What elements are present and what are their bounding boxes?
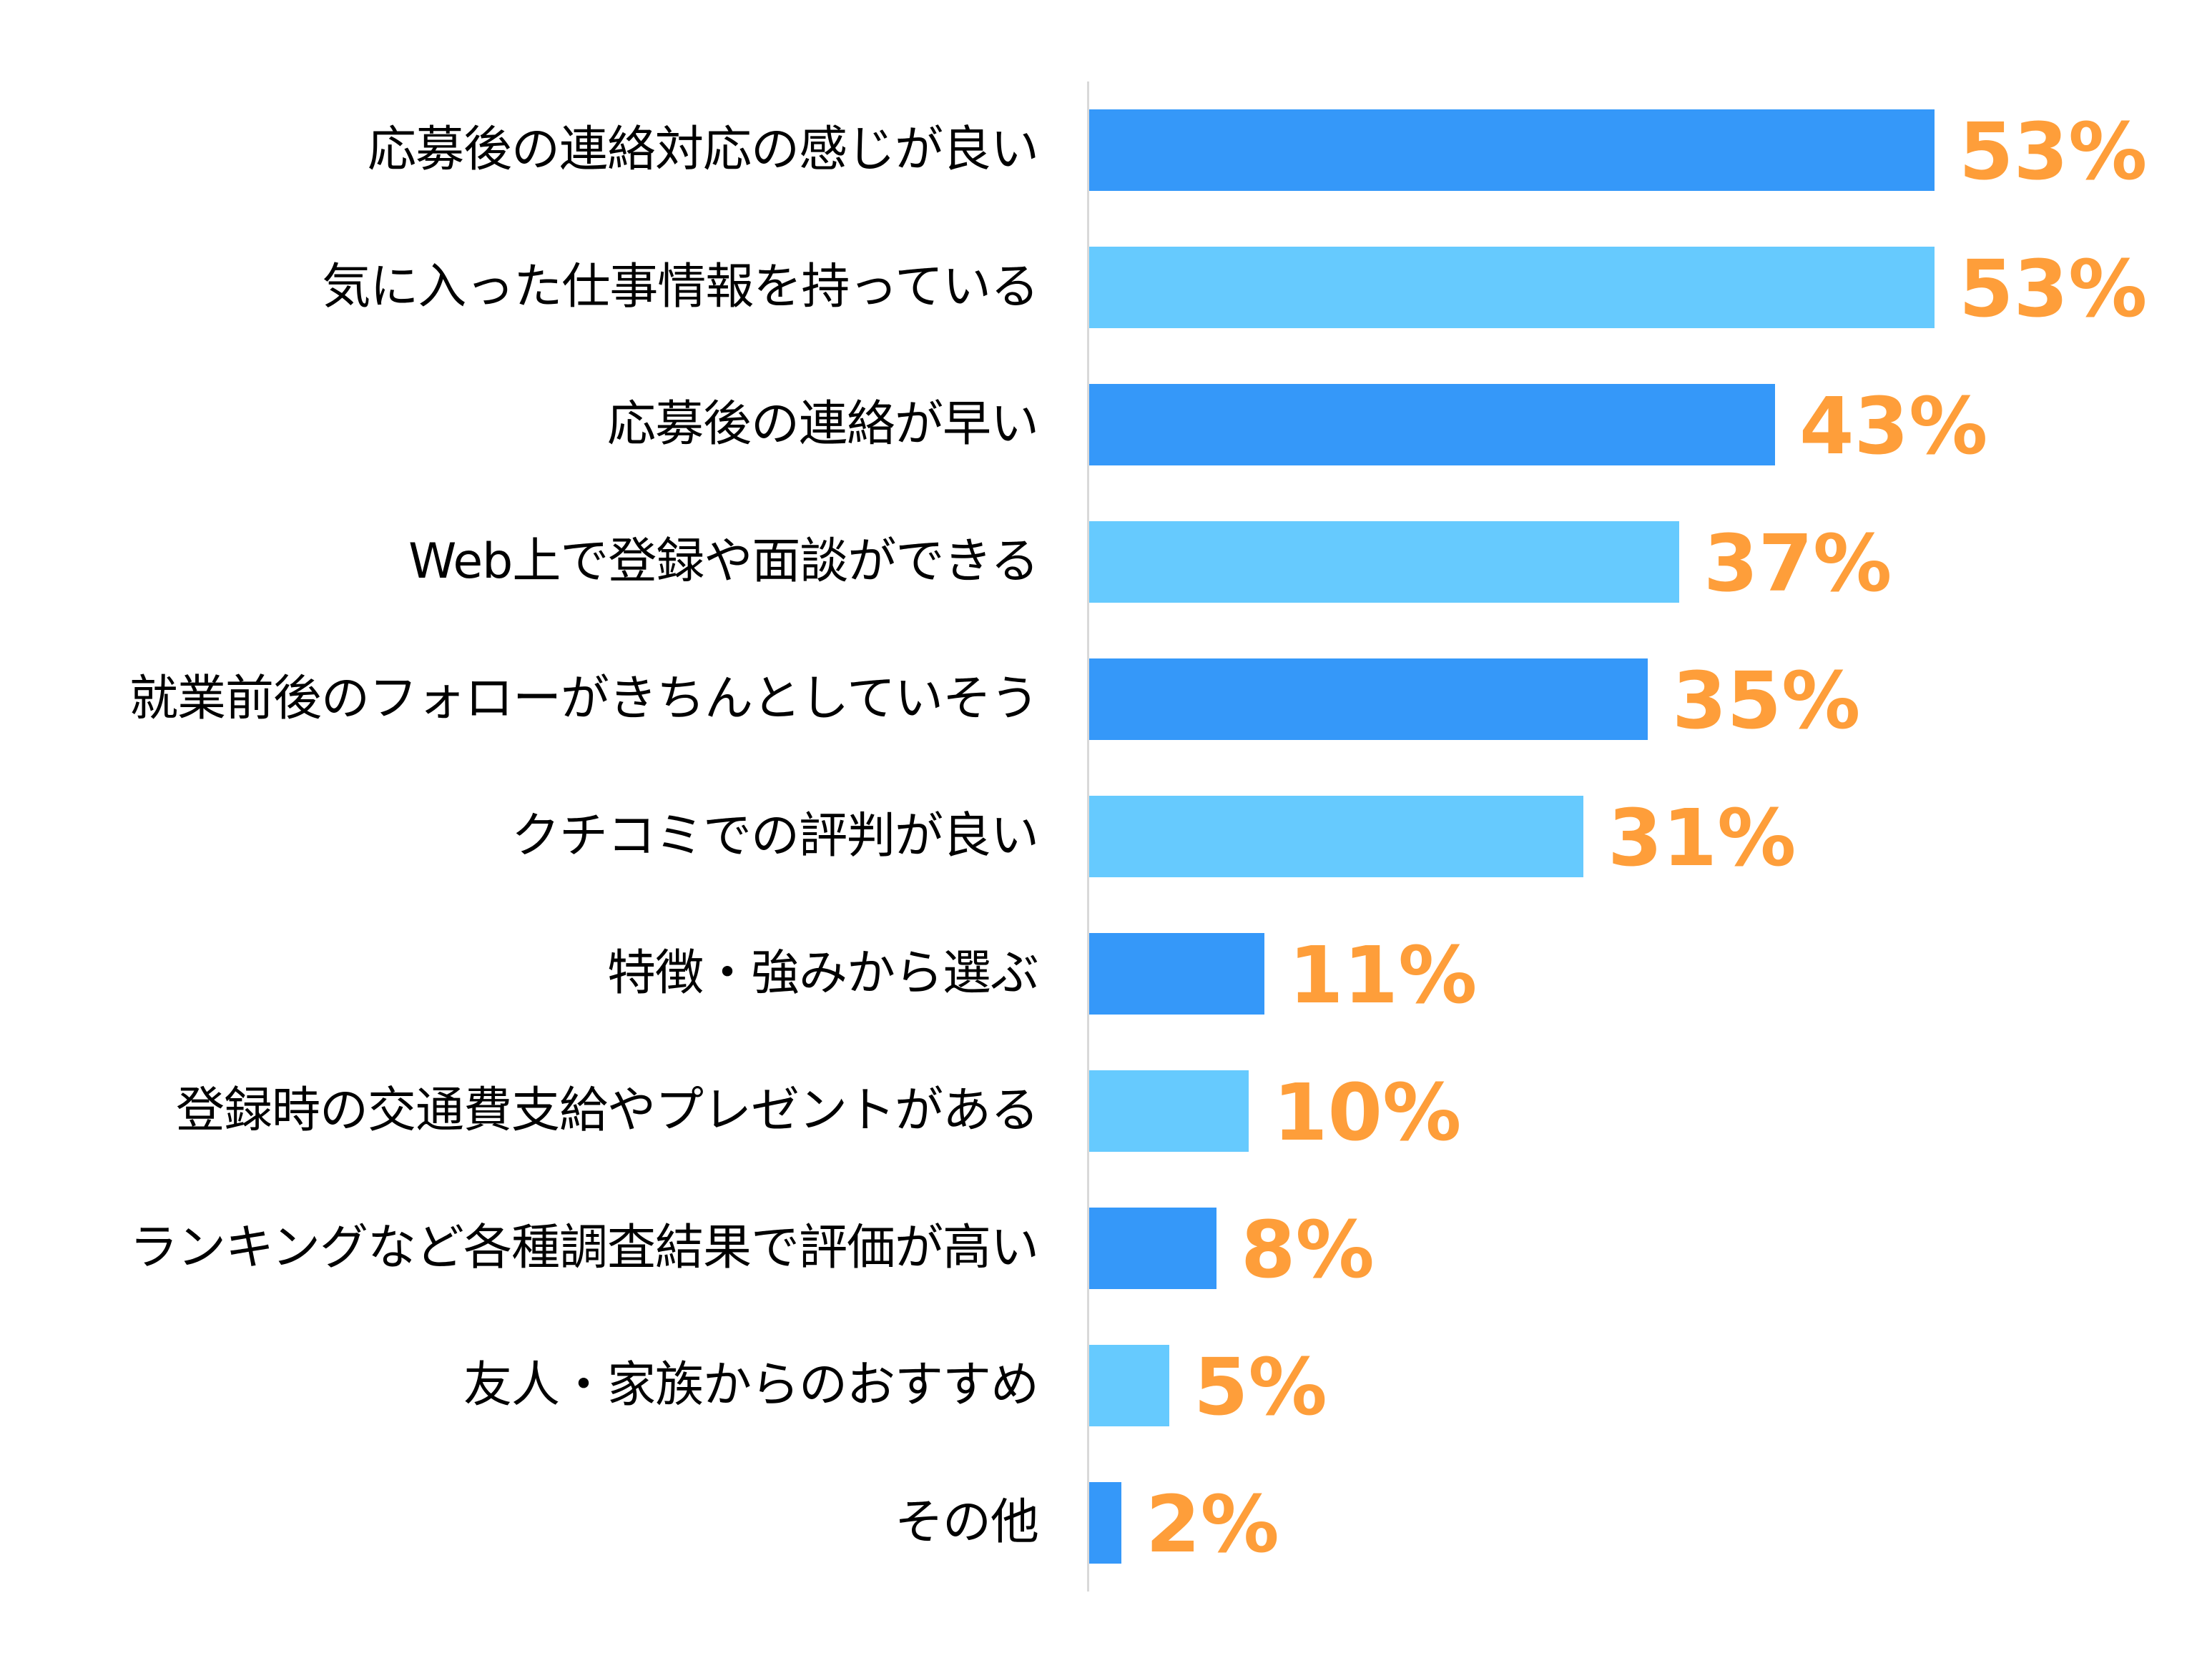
bar-row: 就業前後のフォローがきちんとしていそう 35% [0,655,2212,746]
bar [1089,796,1583,877]
bar [1089,109,1935,191]
bar-row: ランキングなど各種調査結果で評価が高い 8% [0,1204,2212,1296]
category-label: その他 [894,1494,1039,1551]
value-label: 43% [1799,380,1988,472]
bar-row: 応募後の連絡対応の感じが良い 53% [0,106,2212,197]
bar-row: その他 2% [0,1479,2212,1570]
value-label: 35% [1672,655,1861,746]
bar [1089,658,1648,740]
bar-row: 登録時の交通費支給やプレゼントがある 10% [0,1067,2212,1158]
y-axis-line [1087,82,1089,1591]
bar-row: 気に入った仕事情報を持っている 53% [0,243,2212,335]
bar-row: クチコミでの評判が良い 31% [0,792,2212,884]
value-label: 53% [1959,243,2148,335]
bar [1089,1482,1121,1564]
bar [1089,521,1679,603]
category-label: 友人・家族からのおすすめ [463,1357,1039,1413]
category-label: 登録時の交通費支給やプレゼントがある [175,1082,1039,1139]
value-label: 31% [1608,792,1796,884]
value-label: 8% [1241,1204,1375,1296]
category-label: 就業前後のフォローがきちんとしていそう [129,671,1039,727]
bar [1089,1070,1249,1152]
bar [1089,1345,1169,1426]
value-label: 5% [1194,1341,1327,1433]
bar [1089,247,1935,328]
value-label: 11% [1289,929,1478,1021]
category-label: 特徴・強みから選ぶ [606,945,1039,1002]
bar-row: 友人・家族からのおすすめ 5% [0,1341,2212,1433]
category-label: 応募後の連絡対応の感じが良い [367,122,1039,178]
bar [1089,933,1264,1015]
bar [1089,1208,1216,1289]
value-label: 53% [1959,106,2148,197]
category-label: Web上で登録や面談ができる [408,533,1039,590]
bar-row: 特徴・強みから選ぶ 11% [0,929,2212,1021]
category-label: 応募後の連絡が早い [606,396,1039,453]
value-label: 10% [1273,1067,1462,1158]
bar-row: 応募後の連絡が早い 43% [0,380,2212,472]
bar [1089,384,1775,465]
category-label: ランキングなど各種調査結果で評価が高い [129,1220,1039,1276]
value-label: 2% [1146,1479,1279,1570]
category-label: 気に入った仕事情報を持っている [322,259,1039,315]
bar-row: Web上で登録や面談ができる 37% [0,518,2212,609]
value-label: 37% [1704,518,1892,609]
category-label: クチコミでの評判が良い [511,808,1039,864]
